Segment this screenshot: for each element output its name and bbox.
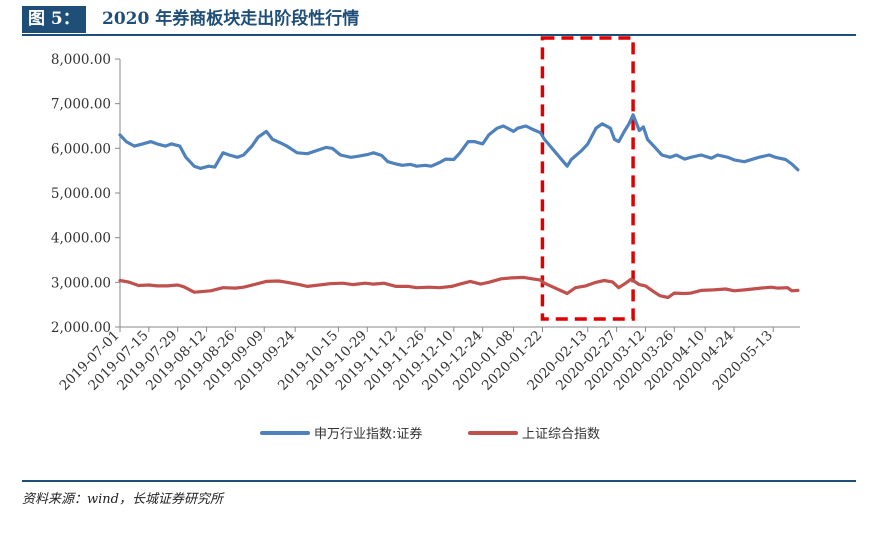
- highlight-box: [540, 36, 635, 321]
- y-tick-label: 7,000.00: [51, 97, 111, 113]
- legend-layer: 申万行业指数:证券 上证综合指数: [260, 426, 600, 442]
- y-tick-label: 6,000.00: [51, 141, 111, 157]
- y-tick-label: 3,000.00: [51, 275, 111, 291]
- y-tick-label: 8,000.00: [51, 52, 111, 68]
- figure-number: 图 5：: [22, 6, 86, 33]
- axis-layer: 2,000.00 3,000.00 4,000.00 5,000.00 6,000.00…: [51, 52, 800, 394]
- highlight-layer: [540, 36, 635, 321]
- bottom-rule: [22, 480, 856, 482]
- legend-label: 申万行业指数:证券: [314, 426, 422, 442]
- legend-label: 上证综合指数: [522, 427, 600, 442]
- figure-title: 2020 年券商板块走出阶段性行情: [102, 9, 360, 29]
- y-tick-label: 4,000.00: [51, 231, 111, 247]
- source-note: 资料来源：wind，长城证券研究所: [22, 492, 223, 507]
- figure-title-bar: 图 5： 2020 年券商板块走出阶段性行情: [22, 6, 856, 33]
- series-line-securities: [118, 113, 800, 172]
- y-tick-label: 5,000.00: [51, 186, 111, 202]
- series-layer: [118, 113, 800, 300]
- series-line-shanghai-composite: [118, 275, 800, 300]
- y-tick-label: 2,000.00: [51, 320, 111, 336]
- top-rule: [22, 34, 856, 36]
